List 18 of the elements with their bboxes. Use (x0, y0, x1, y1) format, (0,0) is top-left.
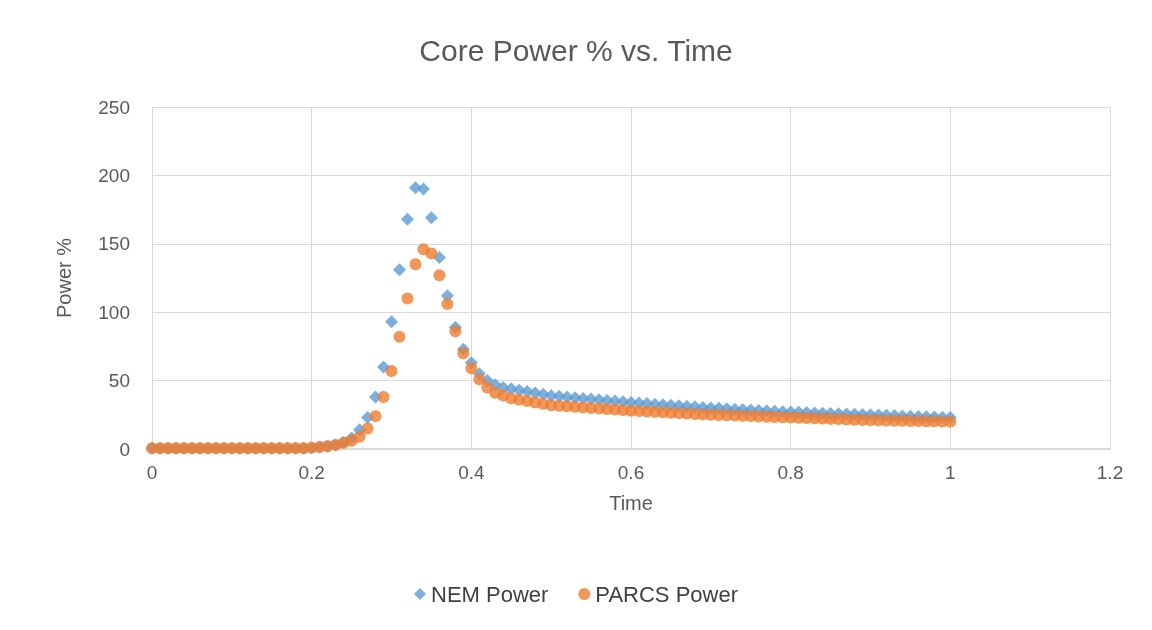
y-axis-title: Power % (53, 237, 75, 319)
x-tick-label: 0.8 (777, 462, 804, 483)
x-axis-title: Time (609, 492, 653, 514)
x-tick-label: 1 (945, 462, 956, 483)
y-tick-label: 150 (98, 233, 130, 255)
y-tick-label: 50 (108, 370, 130, 392)
legend-label: NEM Power (431, 581, 549, 607)
y-tick-label: 250 (98, 96, 130, 118)
y-tick-label: 100 (98, 301, 130, 323)
chart-title: Core Power % vs. Time (419, 33, 733, 67)
x-tick-label: 1.2 (1096, 462, 1124, 483)
legend-label: PARCS Power (595, 581, 738, 607)
y-tick-label: 0 (119, 438, 130, 460)
x-tick-label: 0.6 (617, 462, 645, 483)
y-tick-label: 200 (98, 164, 130, 186)
x-tick-label: 0.4 (458, 462, 485, 483)
x-tick-label: 0 (146, 462, 158, 483)
x-tick-label: 0.2 (298, 462, 325, 483)
